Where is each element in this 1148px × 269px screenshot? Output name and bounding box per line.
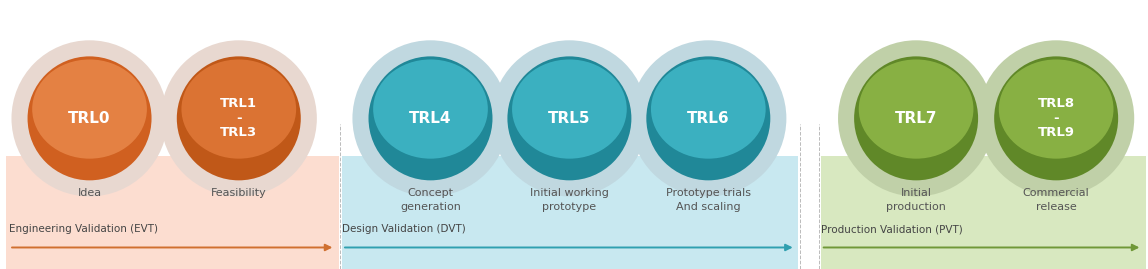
Bar — [342, 156, 798, 269]
Text: Initial working
prototype: Initial working prototype — [530, 188, 608, 211]
Text: Initial
production: Initial production — [886, 188, 946, 211]
Ellipse shape — [978, 40, 1134, 196]
Ellipse shape — [28, 56, 152, 180]
Ellipse shape — [512, 59, 627, 159]
Ellipse shape — [491, 40, 647, 196]
Text: Engineering Validation (EVT): Engineering Validation (EVT) — [9, 224, 158, 234]
Text: TRL7: TRL7 — [894, 111, 938, 126]
Text: Feasibility: Feasibility — [211, 188, 266, 198]
Ellipse shape — [177, 56, 301, 180]
Text: Idea: Idea — [77, 188, 102, 198]
Ellipse shape — [854, 56, 978, 180]
Ellipse shape — [999, 59, 1114, 159]
Bar — [6, 156, 339, 269]
Text: Production Validation (PVT): Production Validation (PVT) — [821, 224, 962, 234]
Ellipse shape — [838, 40, 994, 196]
Text: TRL6: TRL6 — [687, 111, 730, 126]
Ellipse shape — [630, 40, 786, 196]
Text: TRL1
-
TRL3: TRL1 - TRL3 — [220, 97, 257, 139]
Text: TRL5: TRL5 — [548, 111, 591, 126]
Text: TRL4: TRL4 — [409, 111, 452, 126]
Text: Concept
generation: Concept generation — [400, 188, 461, 211]
Text: TRL0: TRL0 — [68, 111, 111, 126]
Text: TRL8
-
TRL9: TRL8 - TRL9 — [1038, 97, 1075, 139]
Ellipse shape — [646, 56, 770, 180]
Ellipse shape — [651, 59, 766, 159]
Ellipse shape — [32, 59, 147, 159]
Ellipse shape — [369, 56, 492, 180]
Ellipse shape — [859, 59, 974, 159]
Ellipse shape — [11, 40, 168, 196]
Ellipse shape — [352, 40, 509, 196]
Ellipse shape — [994, 56, 1118, 180]
Ellipse shape — [373, 59, 488, 159]
Ellipse shape — [507, 56, 631, 180]
Text: Design Validation (DVT): Design Validation (DVT) — [342, 224, 466, 234]
Text: Commercial
release: Commercial release — [1023, 188, 1089, 211]
Ellipse shape — [161, 40, 317, 196]
Bar — [821, 156, 1146, 269]
Ellipse shape — [181, 59, 296, 159]
Text: Prototype trials
And scaling: Prototype trials And scaling — [666, 188, 751, 211]
